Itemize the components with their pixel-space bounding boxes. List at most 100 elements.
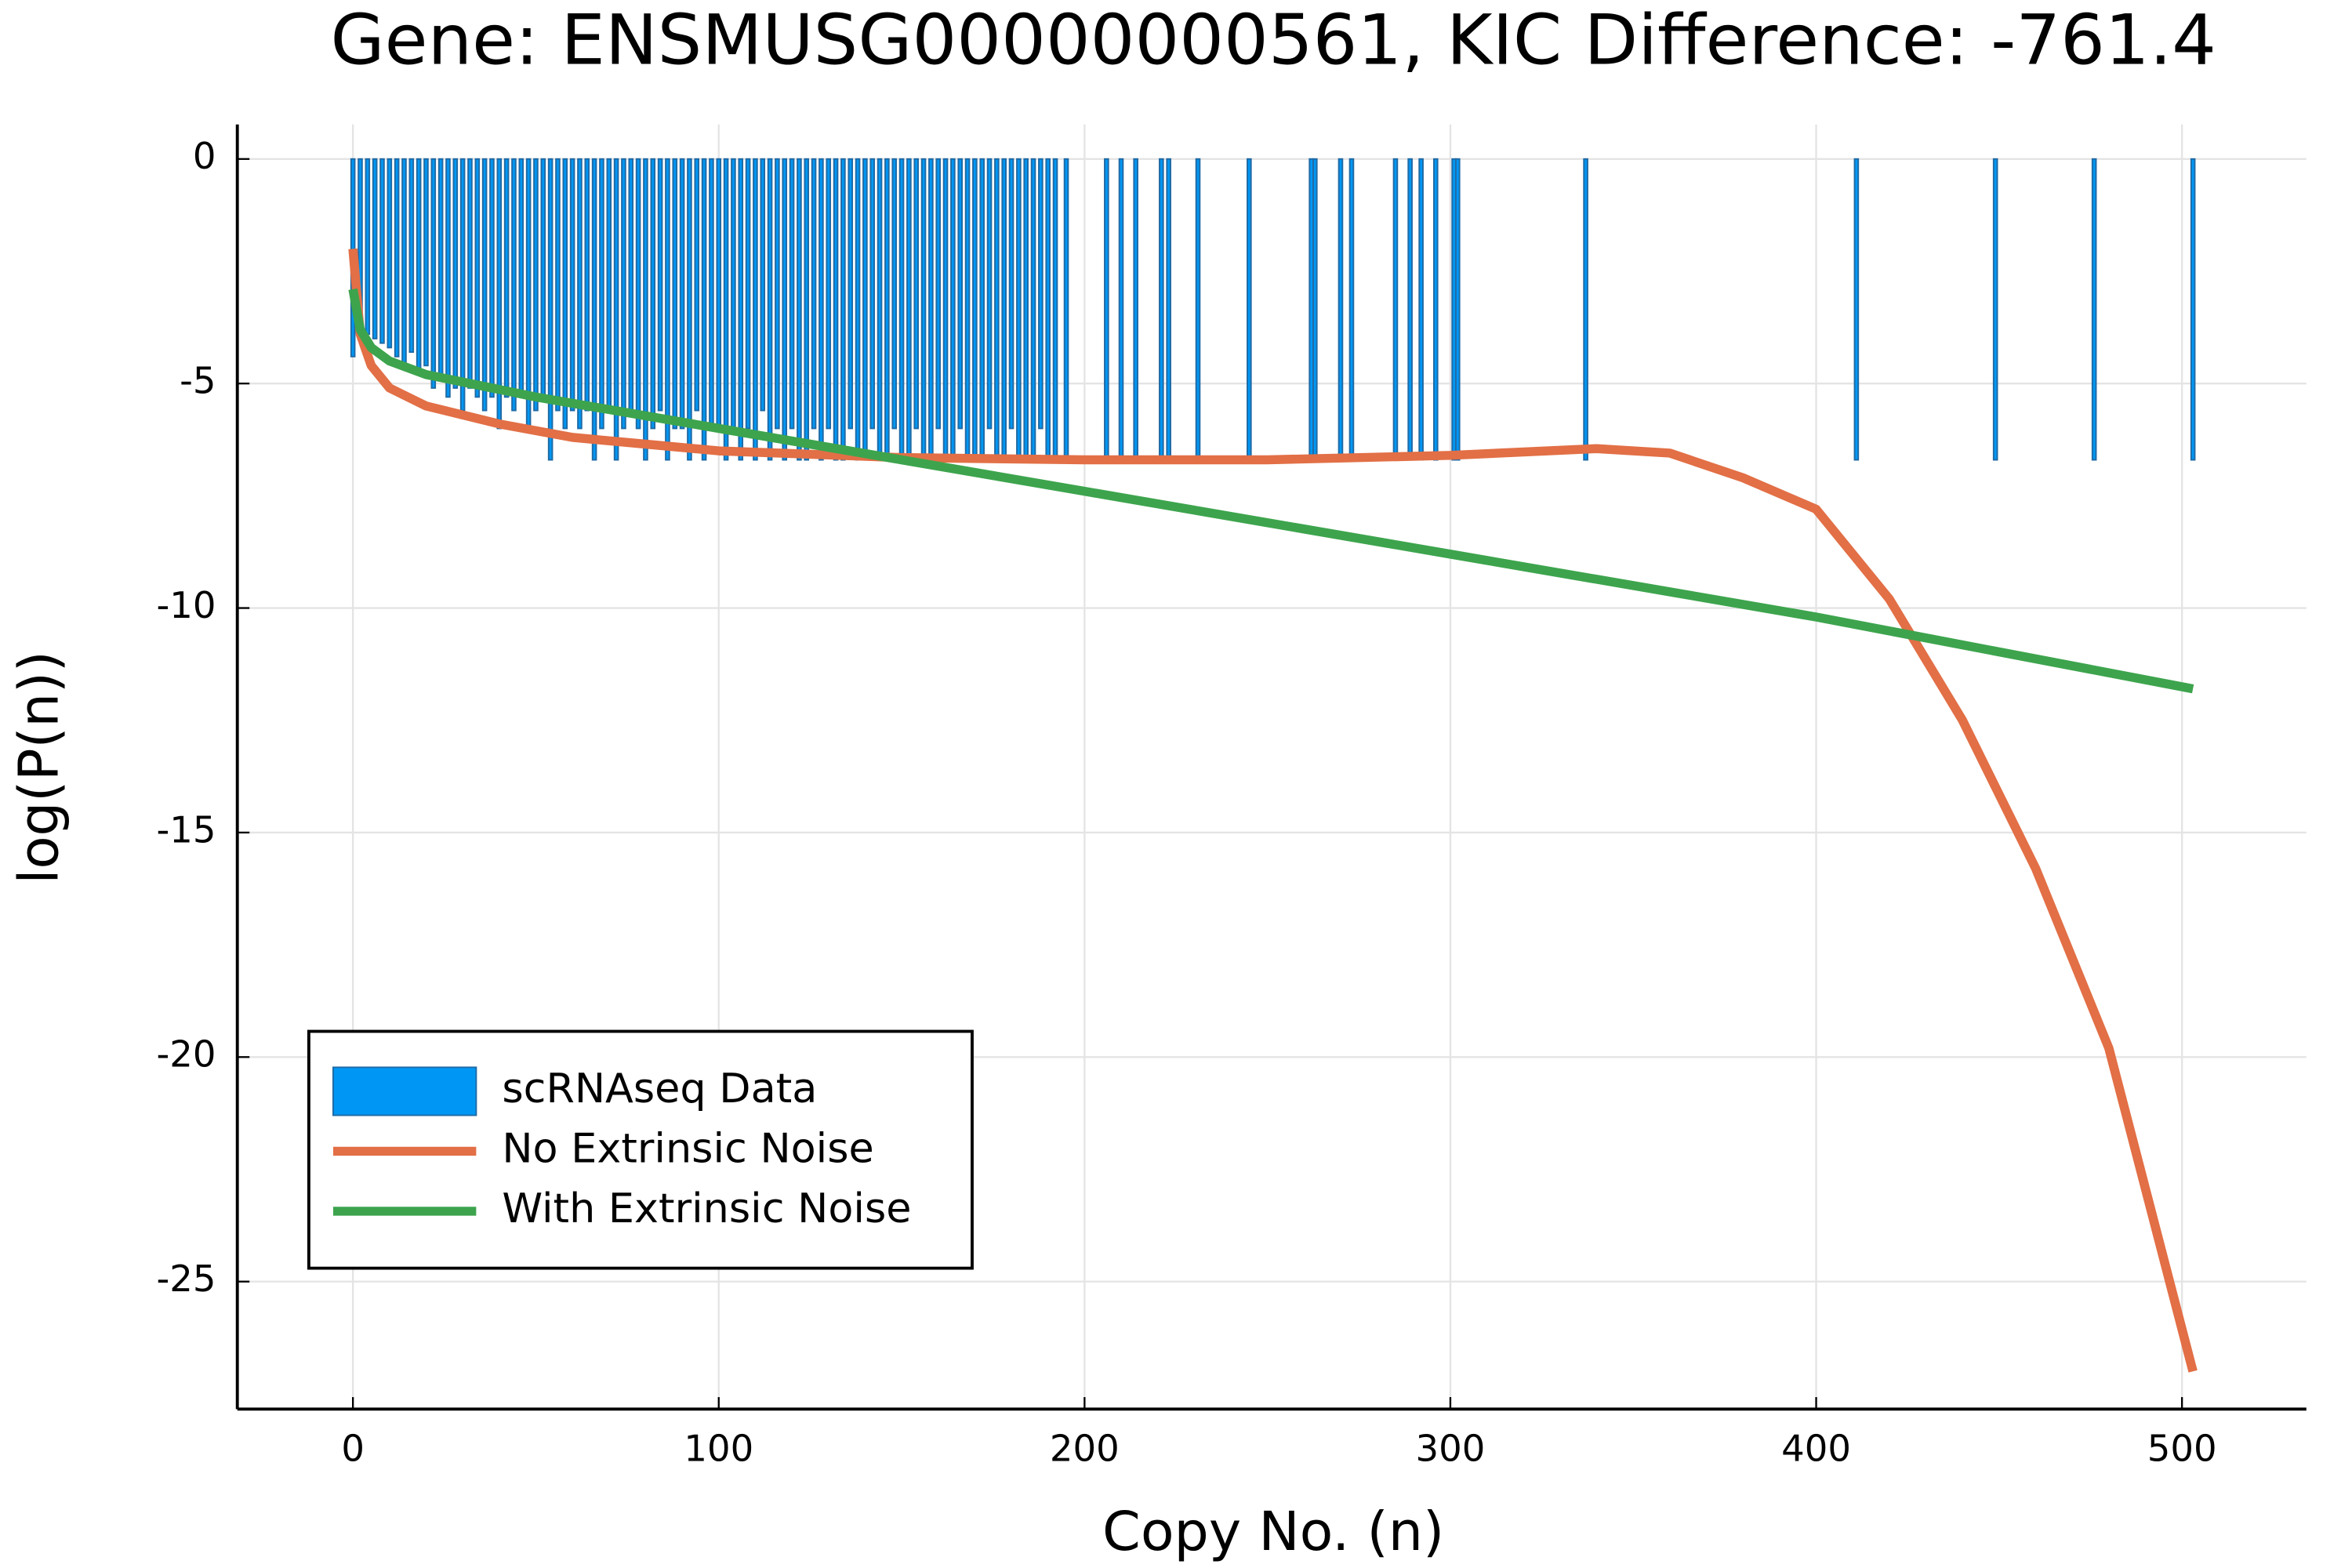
bar <box>745 158 751 430</box>
bar <box>760 158 766 412</box>
bar <box>416 158 422 376</box>
bar <box>1312 158 1318 461</box>
bar <box>459 158 466 412</box>
bar <box>716 158 722 430</box>
bar <box>489 158 495 398</box>
bar <box>1454 158 1461 461</box>
bar <box>848 158 854 430</box>
bar <box>1418 158 1424 461</box>
bar <box>767 158 773 461</box>
bar <box>533 158 539 412</box>
x-tick-label: 0 <box>341 1428 365 1470</box>
bar <box>1023 158 1029 461</box>
bar <box>387 158 393 349</box>
bar <box>2190 158 2196 461</box>
bar <box>372 158 378 339</box>
bar <box>972 158 978 461</box>
bar <box>884 158 890 461</box>
bar <box>1008 158 1014 430</box>
line <box>348 288 2194 694</box>
bar <box>1247 158 1252 461</box>
bar <box>365 158 371 336</box>
bar <box>1992 158 1998 461</box>
bar <box>1392 158 1399 461</box>
bar <box>789 158 795 430</box>
bar <box>775 158 780 430</box>
y-axis-label: log(P(n)) <box>8 651 71 884</box>
bar <box>877 158 883 461</box>
bar <box>797 158 802 461</box>
bar <box>1348 158 1355 461</box>
bar <box>511 158 517 412</box>
bar <box>1052 158 1058 461</box>
bar <box>1195 158 1201 461</box>
bar <box>731 158 736 430</box>
bar <box>672 158 678 430</box>
bar <box>957 158 964 430</box>
bar <box>855 158 861 461</box>
bar <box>913 158 920 430</box>
bar <box>1016 158 1022 461</box>
y-tick-label: -5 <box>180 360 216 402</box>
bar <box>964 158 971 461</box>
bar <box>1159 158 1164 461</box>
bar <box>613 158 619 461</box>
bar <box>665 158 670 461</box>
bar <box>643 158 648 461</box>
bar <box>555 158 561 412</box>
bar <box>599 158 604 430</box>
bar <box>547 158 554 461</box>
legend-label: scRNAseq Data <box>502 1065 817 1112</box>
bar <box>562 158 568 430</box>
bar <box>1407 158 1413 461</box>
bar <box>723 158 729 461</box>
bar <box>1133 158 1138 461</box>
bar <box>1038 158 1044 430</box>
bar <box>950 158 956 461</box>
bar <box>635 158 641 430</box>
x-tick-label: 500 <box>2147 1428 2217 1470</box>
bar <box>394 158 400 358</box>
bar <box>687 158 692 461</box>
bar <box>584 158 590 412</box>
bar <box>474 158 481 398</box>
legend-swatch <box>332 1066 477 1116</box>
bar <box>621 158 626 430</box>
x-axis-label: Copy No. (n) <box>1102 1501 1444 1563</box>
bar <box>408 158 415 354</box>
bar <box>891 158 898 430</box>
bar <box>445 158 451 398</box>
bar <box>518 158 524 398</box>
bar <box>525 158 532 430</box>
bar <box>862 158 868 461</box>
bar <box>437 158 444 380</box>
bar <box>1583 158 1588 461</box>
bar <box>591 158 597 461</box>
bar <box>782 158 788 461</box>
bar <box>701 158 707 461</box>
bar <box>869 158 876 430</box>
bar <box>986 158 993 430</box>
bar <box>2091 158 2097 461</box>
bar <box>1432 158 1439 461</box>
bar <box>401 158 407 367</box>
bar <box>709 158 714 430</box>
bar <box>577 158 583 430</box>
bar <box>1063 158 1069 461</box>
bar <box>540 158 546 398</box>
bar <box>833 158 839 461</box>
bar <box>503 158 510 398</box>
bar <box>1030 158 1036 461</box>
bar <box>935 158 942 430</box>
bar <box>906 158 912 461</box>
bar <box>1104 158 1109 461</box>
bar <box>1338 158 1344 461</box>
bar <box>657 158 663 412</box>
bar <box>694 158 700 412</box>
line <box>348 248 2198 1373</box>
bar <box>452 158 459 389</box>
y-tick-label: -25 <box>156 1258 216 1300</box>
bar <box>804 158 810 461</box>
